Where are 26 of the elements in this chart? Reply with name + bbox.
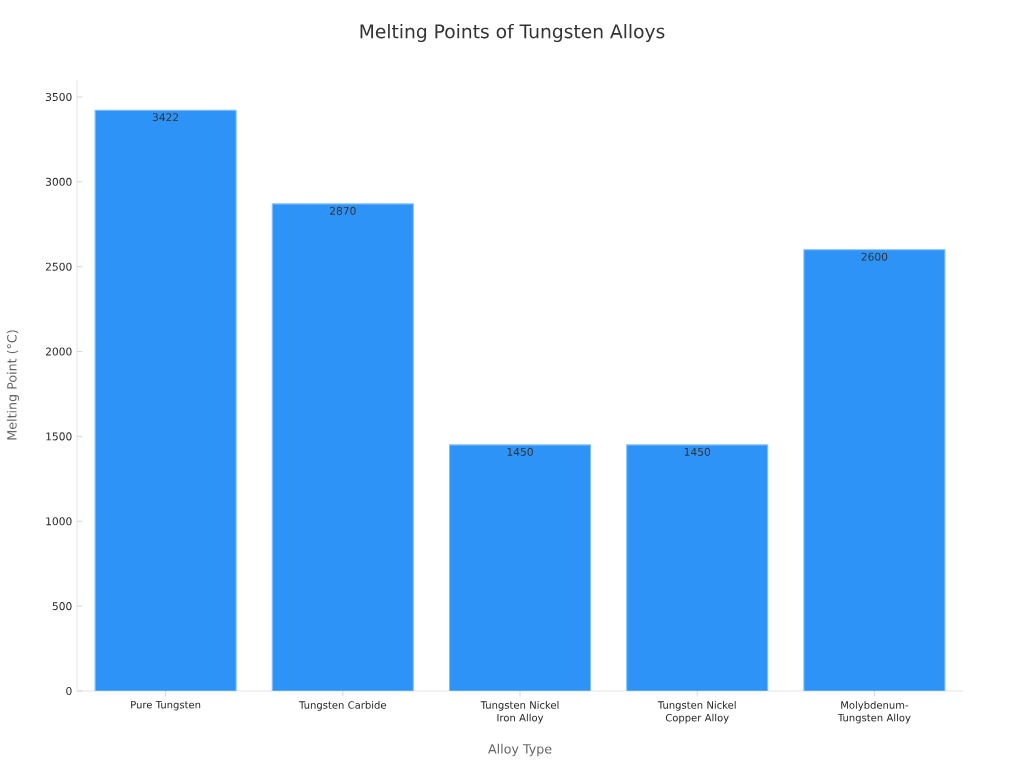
data-label: 1450 [507,447,533,456]
data-label: 3422 [152,113,179,122]
y-tick-label: 1000 [46,517,72,526]
x-axis-title: Alloy Type [488,743,552,757]
x-tick-label: Tungsten Nickel Iron Alloy [480,701,559,724]
y-tick-label: 3500 [45,92,72,101]
data-label: 2600 [861,252,888,261]
data-label: 1450 [684,447,711,456]
x-tick-label: Pure Tungsten [131,701,201,711]
bar [94,109,237,691]
chart-title: Melting Points of Tungsten Alloys [360,23,665,43]
bar [803,249,946,691]
data-label: 2870 [330,206,356,215]
x-tick-label: Tungsten Carbide [299,701,386,711]
bar [626,444,769,691]
y-axis-title: Melting Point (°C) [6,330,20,440]
y-tick-label: 0 [66,686,72,696]
y-tick-label: 2000 [45,347,72,356]
x-tick-label: Molybdenum-Tungsten Alloy [837,701,911,724]
bar [448,444,592,691]
y-tick-label: 3000 [45,177,72,186]
y-tick-label: 500 [52,602,72,611]
bar [271,203,414,691]
y-tick-label: 1500 [46,432,72,441]
y-tick-label: 2500 [45,262,72,271]
x-tick-label: Tungsten Nickel Copper Alloy [657,701,736,724]
